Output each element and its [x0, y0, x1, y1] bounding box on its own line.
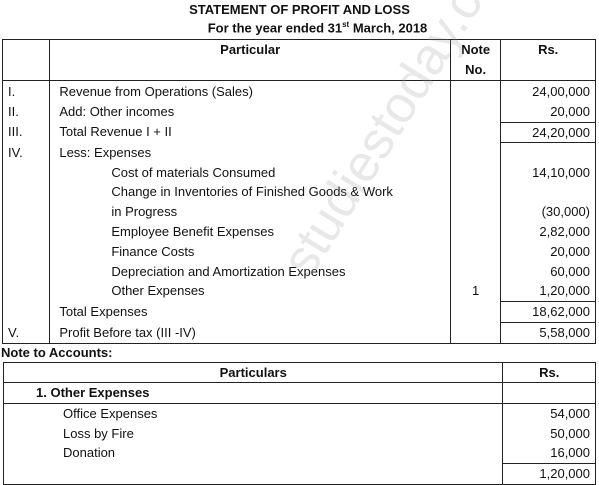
row-label: Less: Expenses [49, 142, 451, 163]
row-amount: 20,000 [500, 101, 596, 123]
row-amount: 18,62,000 [500, 301, 596, 324]
table-row: Total Expenses 18,62,000 [1, 301, 596, 324]
row-note: 1 [450, 281, 502, 302]
table-row: Change in Inventories of Finished Goods … [1, 182, 596, 203]
row-label: Profit Before tax (III -IV) [49, 322, 451, 344]
row-note [450, 101, 502, 123]
row-amount: 20,000 [500, 241, 596, 262]
row-note [450, 261, 502, 282]
row-note [450, 241, 502, 262]
row-number [1, 202, 51, 223]
table-row: Other Expenses 1 1,20,000 [1, 281, 596, 302]
notes-header-amount: Rs. [502, 362, 596, 383]
row-label: Cost of materials Consumed [49, 162, 451, 183]
row-amount: 2,82,000 [500, 222, 596, 242]
table-row: Employee Benefit Expenses 2,82,000 [1, 222, 596, 242]
row-amount: 1,20,000 [500, 281, 596, 302]
notes-row: Donation 16,000 [2, 443, 596, 464]
notes-title: Note to Accounts: [1, 345, 113, 360]
row-number: IV. [1, 142, 51, 163]
header-particular: Particular [49, 39, 451, 81]
table-row: II. Add: Other incomes 20,000 [1, 101, 596, 123]
notes-total: 1,20,000 [502, 463, 596, 485]
header-amount: Rs. [500, 39, 596, 81]
profit-loss-table: Particular Note No. Rs. I. Revenue from Op… [1, 39, 596, 344]
row-number [1, 281, 51, 302]
row-number: II. [1, 101, 51, 123]
row-note [450, 162, 502, 183]
row-amount: 24,00,000 [500, 80, 596, 102]
notes-row-label: Donation [2, 443, 504, 464]
notes-total-row: 1,20,000 [2, 463, 596, 485]
row-label: Finance Costs [49, 241, 451, 262]
row-note [450, 80, 502, 102]
row-label: Total Expenses [49, 301, 451, 323]
statement-title: STATEMENT OF PROFIT AND LOSS [189, 2, 410, 17]
row-number: I. [1, 80, 51, 102]
row-label: Total Revenue I + II [49, 122, 451, 143]
row-amount: 5,58,000 [500, 322, 596, 344]
notes-row: Office Expenses 54,000 [2, 403, 596, 424]
notes-table: Particulars Rs. 1. Other Expenses Office… [2, 362, 596, 485]
row-label: Revenue from Operations (Sales) [49, 80, 451, 102]
table-row: IV. Less: Expenses [1, 142, 596, 163]
table-row: Cost of materials Consumed 14,10,000 [1, 162, 596, 183]
row-number: III. [1, 122, 51, 143]
notes-row-label: Loss by Fire [2, 423, 504, 444]
notes-header-particulars: Particulars [2, 362, 504, 383]
row-number [1, 301, 51, 323]
table-row: in Progress (30,000) [1, 202, 596, 223]
row-number: V. [1, 322, 51, 344]
row-note [450, 182, 502, 203]
row-note [450, 142, 502, 163]
row-amount: 60,000 [500, 261, 596, 282]
row-number [1, 182, 51, 203]
notes-row-amount: 16,000 [502, 443, 596, 464]
row-number [1, 241, 51, 262]
row-number [1, 162, 51, 183]
notes-row-amount: 54,000 [502, 403, 596, 424]
row-amount: (30,000) [500, 202, 596, 223]
row-note [450, 222, 502, 242]
table-row: Depreciation and Amortization Expenses 60… [1, 261, 596, 282]
row-amount: 14,10,000 [500, 162, 596, 183]
row-amount [500, 142, 596, 163]
table-row: I. Revenue from Operations (Sales) 24,00,0… [1, 80, 596, 102]
notes-heading-row: 1. Other Expenses [2, 382, 596, 404]
notes-row: Loss by Fire 50,000 [2, 423, 596, 444]
table-row: Finance Costs 20,000 [1, 241, 596, 262]
table-row: V. Profit Before tax (III -IV) 5,58,000 [1, 322, 596, 344]
row-label: Employee Benefit Expenses [49, 222, 451, 242]
row-note [450, 301, 502, 323]
row-note [450, 122, 502, 143]
notes-row-amount: 50,000 [502, 423, 596, 444]
row-amount [500, 182, 596, 203]
row-note [450, 322, 502, 344]
row-amount: 24,20,000 [500, 121, 596, 144]
notes-heading: 1. Other Expenses [2, 382, 504, 404]
row-number [1, 222, 51, 242]
row-label: Other Expenses [49, 281, 451, 302]
row-note [450, 202, 502, 223]
row-label: Depreciation and Amortization Expenses [49, 261, 451, 282]
table-row: III. Total Revenue I + II 24,20,000 [1, 121, 596, 144]
notes-row-label: Office Expenses [2, 403, 504, 424]
header-note: Note No. [450, 39, 502, 81]
row-label: Change in Inventories of Finished Goods … [49, 182, 451, 203]
row-label: in Progress [49, 202, 451, 223]
row-number [1, 261, 51, 282]
statement-subtitle: For the year ended 31st March, 2018 [207, 20, 428, 36]
table-header-row: Particular Note No. Rs. [1, 39, 596, 81]
notes-header-row: Particulars Rs. [2, 362, 596, 383]
row-label: Add: Other incomes [49, 101, 451, 123]
